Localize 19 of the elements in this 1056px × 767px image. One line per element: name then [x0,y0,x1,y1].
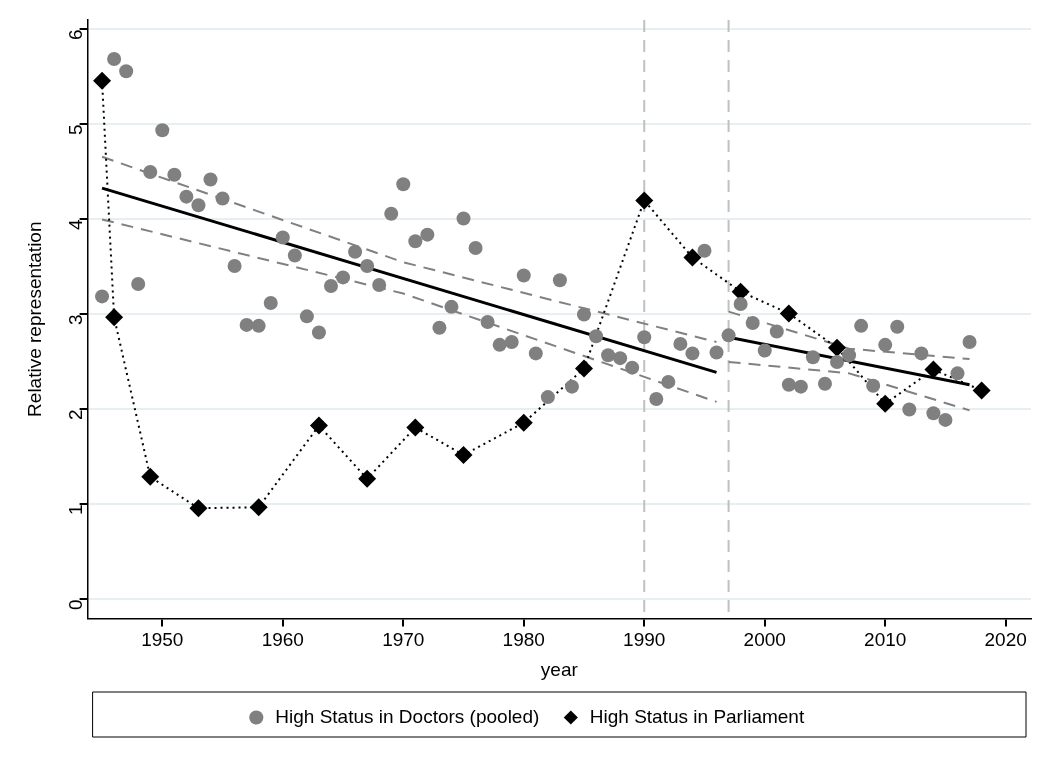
legend-label: High Status in Parliament [589,705,805,727]
y-tick-label: 2 [64,409,86,421]
x-tick-label: 1980 [502,629,545,651]
y-tick-label: 6 [64,29,86,41]
x-tick-label: 2020 [984,629,1027,651]
y-tick-label: 4 [64,219,86,231]
x-tick-label: 2000 [743,629,786,651]
x-tick-label: 2010 [864,629,907,651]
x-tick-label: 1960 [261,629,304,651]
y-tick-label: 3 [64,314,86,326]
y-axis-title: Relative representation [23,221,45,417]
y-tick-label: 1 [64,504,86,515]
y-tick-label: 0 [64,599,86,610]
x-axis-title: year [540,658,579,680]
x-tick-label: 1950 [141,629,184,651]
x-tick-label: 1970 [382,629,425,651]
y-tick-label: 5 [64,124,86,136]
legend-label: High Status in Doctors (pooled) [275,705,540,727]
x-tick-label: 1990 [623,629,666,651]
